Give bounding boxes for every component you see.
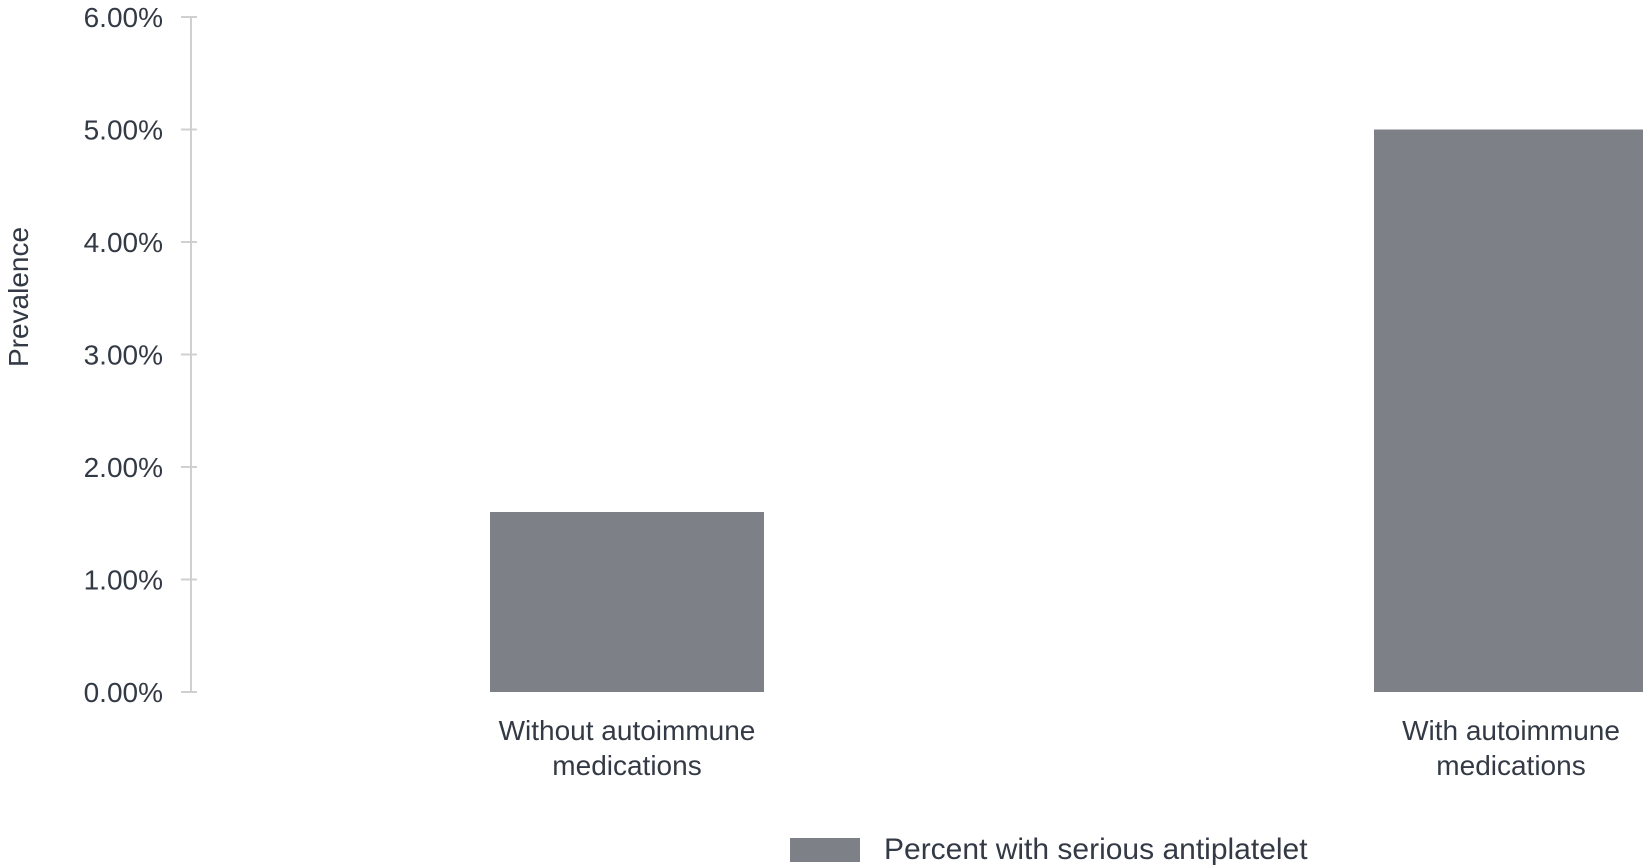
y-tick-label: 5.00% [84, 115, 163, 146]
bar [490, 512, 764, 692]
y-tick-label: 1.00% [84, 565, 163, 596]
y-tick-label: 2.00% [84, 452, 163, 483]
bars [490, 129, 1643, 692]
legend-label: Percent with serious antiplatelet [884, 833, 1308, 866]
y-tick-label: 4.00% [84, 227, 163, 258]
category-label: Without autoimmune medications [499, 715, 756, 781]
y-tick-label: 6.00% [84, 2, 163, 33]
y-axis-title: Prevalence [3, 227, 34, 367]
x-axis-labels: Without autoimmune medications With autoim… [499, 715, 1620, 781]
bar [1374, 129, 1643, 692]
y-axis: 0.00% 1.00% 2.00% 3.00% 4.00% 5.00% 6.00% [84, 2, 197, 708]
y-tick-label: 0.00% [84, 677, 163, 708]
y-tick-label: 3.00% [84, 340, 163, 371]
category-label: With autoimmune medications [1402, 715, 1620, 781]
legend: Percent with serious antiplatelet [790, 833, 1308, 866]
legend-swatch [790, 838, 860, 862]
